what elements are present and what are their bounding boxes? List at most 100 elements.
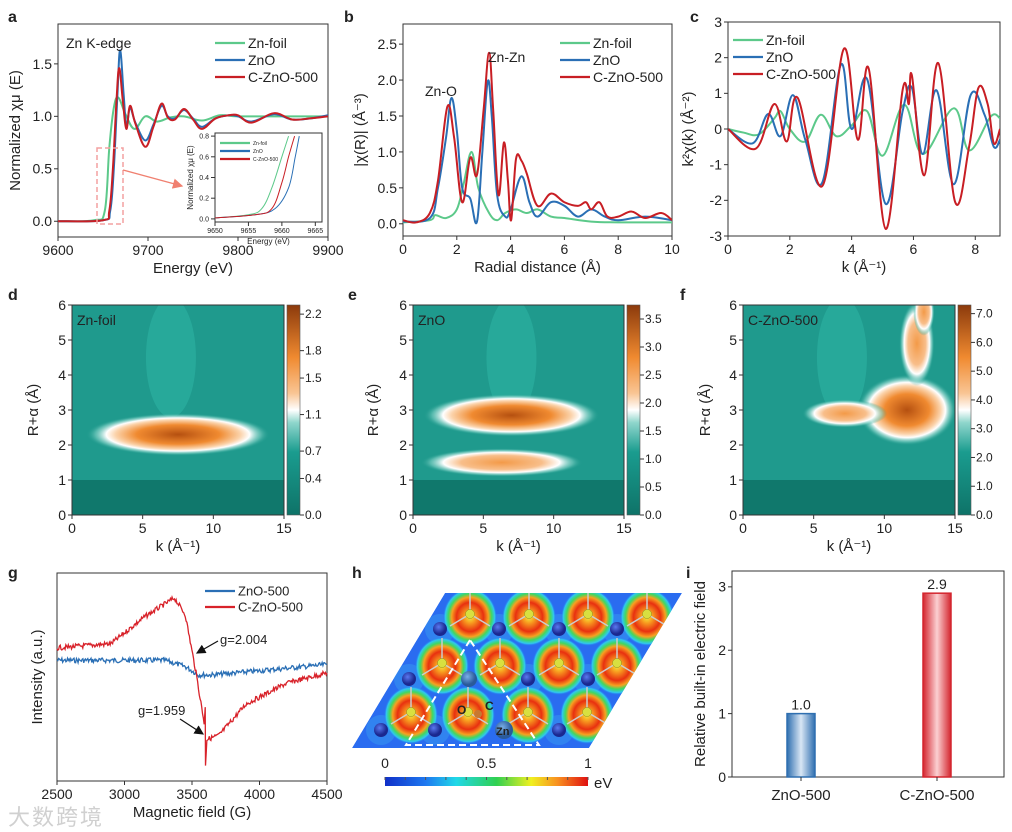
oxygen-atom bbox=[612, 658, 622, 668]
colorbar-tick-label: 7.0 bbox=[976, 307, 993, 321]
wavelet-maximum bbox=[857, 374, 955, 446]
y-axis-label: Intensity (a.u.) bbox=[29, 629, 46, 724]
bar-value-label: 2.9 bbox=[927, 576, 947, 592]
wavelet-maximum bbox=[913, 305, 935, 336]
oxygen-atom bbox=[554, 658, 564, 668]
series-c-zno-500 bbox=[215, 135, 296, 219]
map-sample-label: C-ZnO-500 bbox=[748, 312, 818, 328]
colorbar-tick-label: 2.5 bbox=[645, 368, 662, 382]
y-tick-label: 0 bbox=[718, 769, 726, 785]
colorbar-tick-label: 6.0 bbox=[976, 335, 993, 349]
series-c-zno-500 bbox=[728, 47, 1000, 230]
legend-item: C-ZnO-500 bbox=[253, 157, 278, 163]
x-tick-label: 8 bbox=[971, 241, 979, 257]
x-tick-label: 15 bbox=[616, 520, 632, 536]
x-axis-label: Energy (eV) bbox=[153, 260, 233, 277]
legend-item: ZnO bbox=[248, 52, 275, 68]
inset-frame bbox=[214, 132, 323, 223]
zinc-atom bbox=[552, 723, 566, 737]
map-sample-label: ZnO bbox=[418, 312, 445, 328]
wavelet-map-f bbox=[743, 305, 955, 515]
peak-label-zn-o: Zn-O bbox=[425, 83, 457, 99]
watermark: 大数跨境 bbox=[8, 806, 105, 831]
y-tick-label: 0 bbox=[714, 121, 722, 137]
colorbar-tick-label: 0.0 bbox=[305, 508, 322, 522]
colorbar bbox=[286, 304, 301, 516]
y-tick-label: 6 bbox=[58, 297, 66, 313]
x-tick-label: 15 bbox=[276, 520, 292, 536]
bar-zno-500 bbox=[786, 712, 816, 778]
y-tick-label: 0 bbox=[399, 507, 407, 523]
x-axis-label: k (Å⁻¹) bbox=[842, 259, 887, 276]
series-c-zno-500 bbox=[58, 67, 328, 223]
x-axis-label: k (Å⁻¹) bbox=[827, 538, 872, 555]
y-tick-label: 1 bbox=[714, 85, 722, 101]
map-sample-label: Zn-foil bbox=[77, 312, 116, 328]
y-tick-label: 2.0 bbox=[378, 72, 398, 88]
legend-item: Zn-foil bbox=[766, 32, 805, 48]
colorbar-unit: eV bbox=[594, 775, 612, 792]
x-category-label: ZnO-500 bbox=[771, 787, 830, 804]
wavelet-maximum bbox=[86, 413, 270, 456]
zoom-arrow bbox=[122, 169, 184, 189]
x-axis-label: Magnetic field (G) bbox=[133, 804, 251, 821]
low-r-band bbox=[72, 480, 284, 515]
colorbar-tick-label: 0.0 bbox=[976, 508, 993, 522]
colorbar-tick-label: 0.4 bbox=[305, 471, 322, 485]
x-tick-label: 4 bbox=[848, 241, 856, 257]
x-tick-label: 0 bbox=[68, 520, 76, 536]
legend-item: ZnO bbox=[593, 52, 620, 68]
zinc-atom bbox=[495, 721, 513, 739]
legend-item: C-ZnO-500 bbox=[248, 69, 318, 85]
x-tick-label: 0 bbox=[399, 241, 407, 257]
colorbar-tick-label: 2.0 bbox=[645, 396, 662, 410]
peak-label-zn-zn: Zn-Zn bbox=[488, 49, 525, 65]
y-tick-label: 0 bbox=[58, 507, 66, 523]
oxygen-atom bbox=[524, 609, 534, 619]
y-tick-label: 1 bbox=[399, 472, 407, 488]
panel-i-frame bbox=[731, 570, 1005, 778]
x-tick-label: 9660 bbox=[274, 228, 290, 235]
colorbar-tick-label: 0 bbox=[381, 755, 389, 771]
ridge bbox=[486, 305, 537, 418]
x-tick-label: 15 bbox=[947, 520, 963, 536]
colorbar-tick-label: 0.5 bbox=[645, 480, 662, 494]
zinc-atom bbox=[461, 671, 477, 687]
x-tick-label: 2500 bbox=[41, 786, 72, 802]
carbon-atom bbox=[474, 710, 482, 718]
colorbar-tick-label: 4.0 bbox=[976, 393, 993, 407]
y-tick-label: 5 bbox=[729, 332, 737, 348]
highlight-triangle bbox=[404, 638, 541, 746]
legend-item: ZnO bbox=[766, 49, 793, 65]
legend-item: C-ZnO-500 bbox=[238, 600, 303, 615]
oxygen-atom bbox=[583, 609, 593, 619]
panel-letter-g: g bbox=[8, 565, 18, 582]
panel-letter-d: d bbox=[8, 287, 18, 304]
y-tick-label: 6 bbox=[399, 297, 407, 313]
colorbar-tick-label: 0.7 bbox=[305, 444, 322, 458]
x-tick-label: 8 bbox=[614, 241, 622, 257]
y-tick-label: 0.0 bbox=[33, 213, 53, 229]
y-tick-label: 1 bbox=[58, 472, 66, 488]
x-axis-label: Energy (eV) bbox=[247, 237, 290, 246]
x-tick-label: 9900 bbox=[312, 242, 343, 258]
x-axis-label: k (Å⁻¹) bbox=[496, 538, 541, 555]
oxygen-atom bbox=[463, 707, 473, 717]
x-tick-label: 3500 bbox=[176, 786, 207, 802]
low-r-band bbox=[413, 480, 624, 515]
colorbar-tick-label: 2.0 bbox=[976, 450, 993, 464]
oxygen-atom bbox=[642, 609, 652, 619]
annotation-arrow bbox=[179, 718, 205, 735]
legend-item: ZnO bbox=[253, 149, 263, 155]
y-tick-label: 1.5 bbox=[33, 56, 53, 72]
zinc-atom bbox=[374, 723, 388, 737]
x-axis-label: k (Å⁻¹) bbox=[156, 538, 201, 555]
oxygen-atom bbox=[465, 609, 475, 619]
legend-item: ZnO-500 bbox=[238, 584, 289, 599]
low-r-band bbox=[743, 480, 955, 515]
oxygen-atom bbox=[582, 707, 592, 717]
legend-item: Zn-foil bbox=[593, 35, 632, 51]
y-tick-label: 0.0 bbox=[199, 216, 209, 223]
y-axis-label: R+α (Å) bbox=[365, 384, 382, 436]
y-tick-label: 3 bbox=[718, 579, 726, 595]
